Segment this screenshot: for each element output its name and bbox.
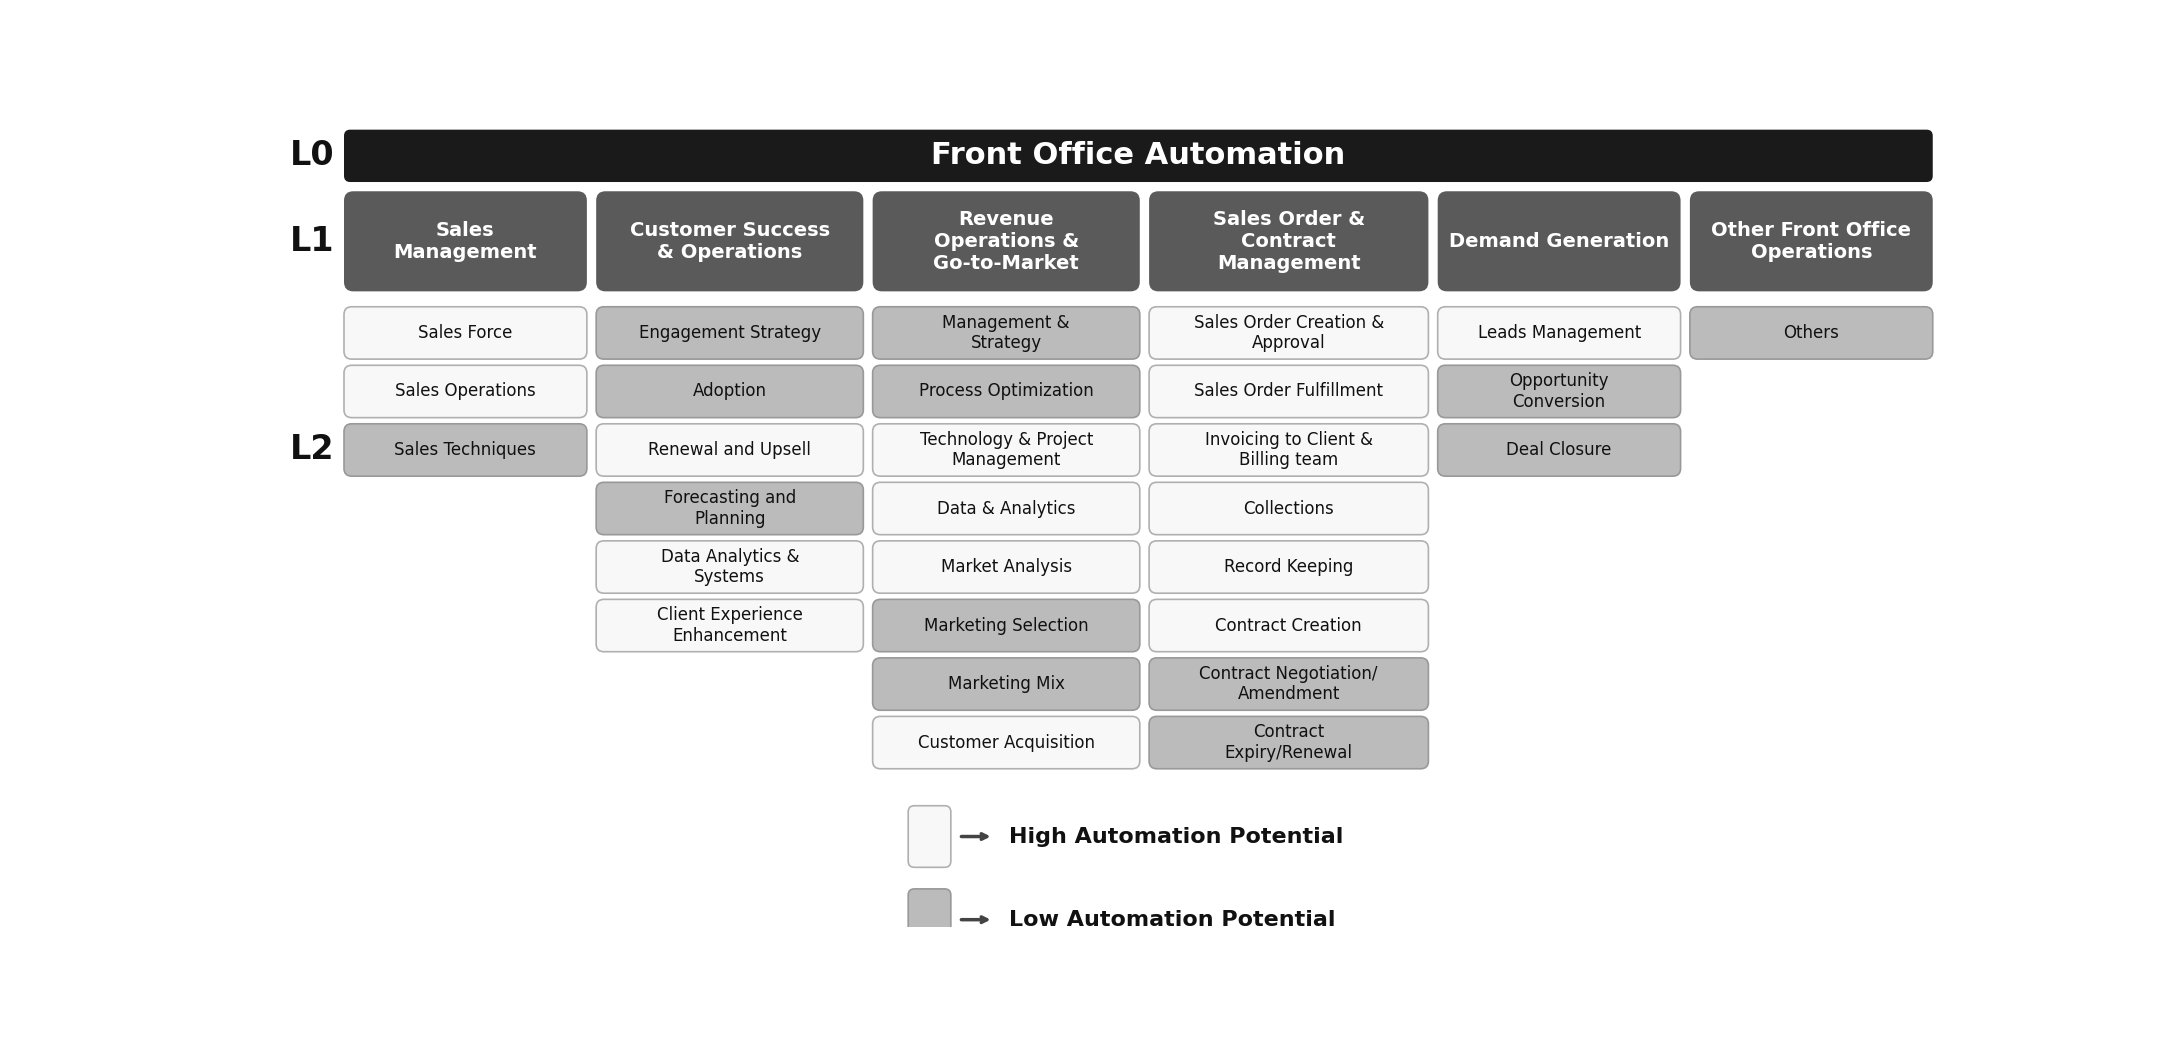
Text: Data Analytics &
Systems: Data Analytics & Systems (660, 548, 798, 587)
Text: High Automation Potential: High Automation Potential (1008, 826, 1343, 846)
Text: Adoption: Adoption (692, 382, 766, 400)
FancyBboxPatch shape (872, 192, 1140, 292)
Text: Data & Analytics: Data & Analytics (937, 499, 1075, 518)
FancyBboxPatch shape (872, 717, 1140, 769)
Text: Front Office Automation: Front Office Automation (932, 142, 1345, 170)
FancyBboxPatch shape (872, 482, 1140, 535)
Text: Contract Creation: Contract Creation (1216, 617, 1363, 635)
Text: Marketing Selection: Marketing Selection (924, 617, 1088, 635)
FancyBboxPatch shape (1149, 192, 1428, 292)
FancyBboxPatch shape (344, 306, 586, 359)
Text: Revenue
Operations &
Go-to-Market: Revenue Operations & Go-to-Market (934, 209, 1079, 273)
Text: Sales Techniques: Sales Techniques (394, 441, 536, 458)
FancyBboxPatch shape (1689, 306, 1934, 359)
Text: Sales Order &
Contract
Management: Sales Order & Contract Management (1213, 209, 1365, 273)
FancyBboxPatch shape (597, 366, 863, 418)
Text: L2: L2 (290, 433, 335, 467)
Text: Sales
Management: Sales Management (394, 221, 536, 262)
Text: Management &
Strategy: Management & Strategy (943, 314, 1071, 352)
Text: Opportunity
Conversion: Opportunity Conversion (1510, 372, 1609, 411)
Text: Engagement Strategy: Engagement Strategy (638, 324, 820, 342)
FancyBboxPatch shape (1149, 658, 1428, 711)
Text: Deal Closure: Deal Closure (1505, 441, 1611, 458)
FancyBboxPatch shape (872, 424, 1140, 476)
FancyBboxPatch shape (872, 366, 1140, 418)
FancyBboxPatch shape (1149, 717, 1428, 769)
Text: L0: L0 (290, 140, 335, 172)
FancyBboxPatch shape (1438, 306, 1681, 359)
Text: L1: L1 (290, 225, 335, 257)
FancyBboxPatch shape (1689, 192, 1934, 292)
FancyBboxPatch shape (597, 482, 863, 535)
Text: Customer Acquisition: Customer Acquisition (917, 734, 1094, 751)
Text: Market Analysis: Market Analysis (941, 559, 1073, 576)
FancyBboxPatch shape (908, 805, 952, 867)
Text: Sales Force: Sales Force (417, 324, 513, 342)
FancyBboxPatch shape (872, 541, 1140, 593)
FancyBboxPatch shape (344, 129, 1934, 182)
FancyBboxPatch shape (1149, 541, 1428, 593)
FancyBboxPatch shape (597, 306, 863, 359)
Text: Customer Success
& Operations: Customer Success & Operations (629, 221, 831, 262)
FancyBboxPatch shape (597, 541, 863, 593)
FancyBboxPatch shape (872, 599, 1140, 651)
FancyBboxPatch shape (1438, 366, 1681, 418)
FancyBboxPatch shape (1149, 424, 1428, 476)
FancyBboxPatch shape (908, 889, 952, 950)
FancyBboxPatch shape (1438, 192, 1681, 292)
Text: Low Automation Potential: Low Automation Potential (1008, 910, 1335, 929)
Text: Sales Operations: Sales Operations (396, 382, 536, 400)
Text: Marketing Mix: Marketing Mix (947, 675, 1064, 693)
Text: Sales Order Fulfillment: Sales Order Fulfillment (1194, 382, 1384, 400)
Text: Technology & Project
Management: Technology & Project Management (919, 430, 1092, 469)
Text: Collections: Collections (1244, 499, 1335, 518)
FancyBboxPatch shape (344, 424, 586, 476)
FancyBboxPatch shape (1149, 599, 1428, 651)
FancyBboxPatch shape (1149, 366, 1428, 418)
Text: Renewal and Upsell: Renewal and Upsell (649, 441, 811, 458)
Text: Client Experience
Enhancement: Client Experience Enhancement (658, 606, 802, 645)
Text: Contract Negotiation/
Amendment: Contract Negotiation/ Amendment (1200, 665, 1378, 703)
FancyBboxPatch shape (597, 424, 863, 476)
FancyBboxPatch shape (597, 599, 863, 651)
Text: Sales Order Creation &
Approval: Sales Order Creation & Approval (1194, 314, 1384, 352)
FancyBboxPatch shape (597, 192, 863, 292)
Text: Invoicing to Client &
Billing team: Invoicing to Client & Billing team (1205, 430, 1374, 469)
FancyBboxPatch shape (344, 192, 586, 292)
Text: Others: Others (1782, 324, 1839, 342)
Text: Demand Generation: Demand Generation (1449, 231, 1670, 251)
Text: Leads Management: Leads Management (1477, 324, 1642, 342)
Text: Forecasting and
Planning: Forecasting and Planning (664, 489, 796, 528)
FancyBboxPatch shape (1438, 424, 1681, 476)
FancyBboxPatch shape (344, 366, 586, 418)
Text: Process Optimization: Process Optimization (919, 382, 1094, 400)
FancyBboxPatch shape (1149, 306, 1428, 359)
Text: Record Keeping: Record Keeping (1224, 559, 1354, 576)
FancyBboxPatch shape (1149, 482, 1428, 535)
FancyBboxPatch shape (872, 306, 1140, 359)
Text: Contract
Expiry/Renewal: Contract Expiry/Renewal (1224, 723, 1352, 762)
Text: Other Front Office
Operations: Other Front Office Operations (1711, 221, 1912, 262)
FancyBboxPatch shape (872, 658, 1140, 711)
